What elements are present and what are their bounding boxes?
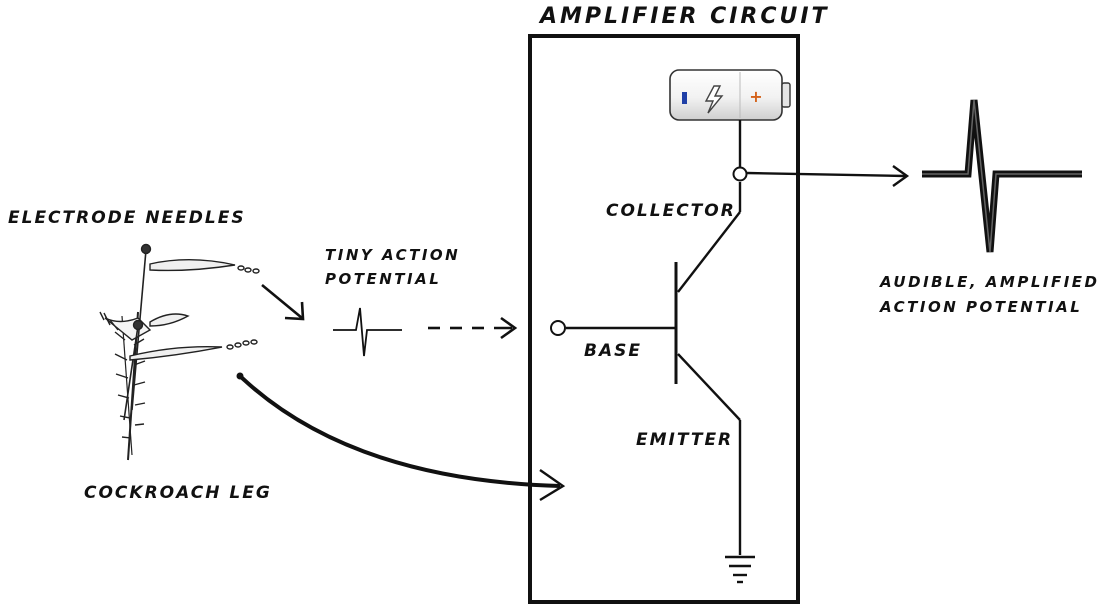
lightning-bolt-icon [704,85,724,114]
battery-negative-terminal [682,92,687,104]
dashed-arrow-to-base [428,316,518,340]
battery: + [669,69,791,121]
label-emitter: Emitter [636,430,734,450]
label-tiny-action-potential-line1: tiny action [325,246,461,264]
ground-symbol [725,555,755,584]
label-tiny-action-potential-line2: potential [325,270,442,288]
base-node [550,320,566,336]
amplified-action-potential-waveform [922,99,1082,253]
cockroach-leg-illustration [99,243,260,461]
battery-positive-terminal: + [749,87,762,106]
arrow-electrodes-to-signal [261,283,305,321]
curved-arrow-leg-to-amplifier [238,374,566,502]
output-node [732,166,748,182]
label-base: Base [584,341,642,361]
label-cockroach-leg: Cockroach leg [84,483,272,503]
tiny-action-potential-waveform [333,307,402,357]
circuit-wiring [566,120,910,555]
amplifier-box [528,34,800,604]
diagram-title: Amplifier Circuit [540,4,830,29]
label-audible-line1: audible, amplified [880,273,1100,291]
label-collector: Collector [606,201,736,221]
label-electrode-needles: Electrode needles [8,208,246,228]
label-audible-line2: action potential [880,298,1083,316]
